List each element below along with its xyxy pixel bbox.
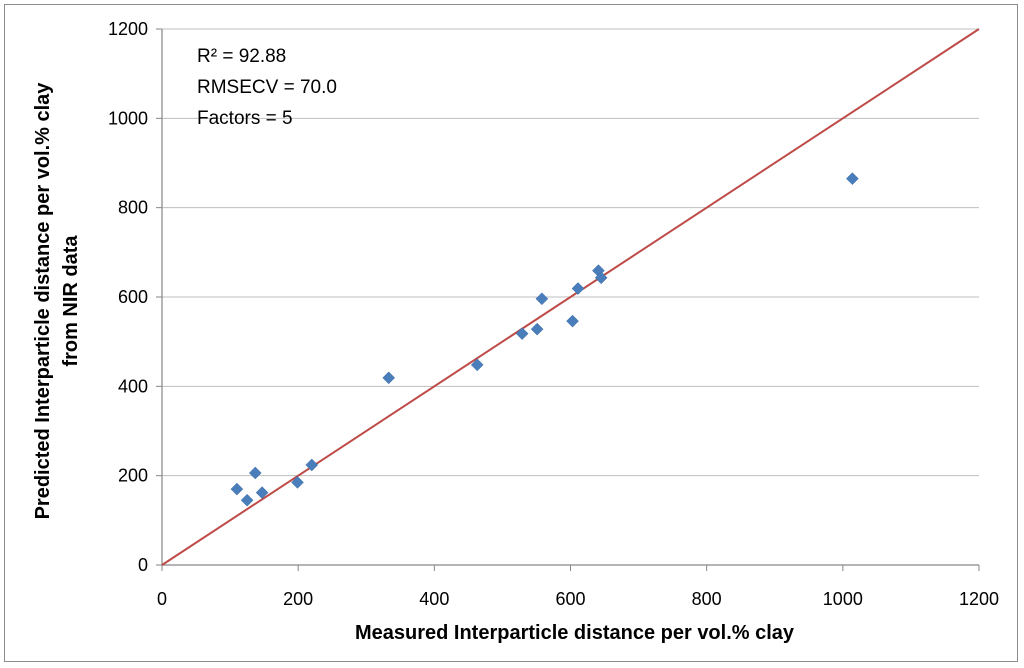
y-tick-label: 600 (118, 287, 148, 307)
data-point (515, 327, 529, 340)
y-tick-label: 200 (118, 466, 148, 486)
annotation-line: RMSECV = 70.0 (197, 77, 337, 98)
x-tick-labels: 0 200 400 600 800 1000 1200 (157, 589, 999, 609)
x-tick-label: 200 (283, 589, 313, 609)
data-point (535, 292, 549, 306)
data-points (230, 172, 859, 507)
axes (156, 28, 980, 571)
data-point (594, 271, 608, 285)
annotation-line: R² = 92.88 (197, 46, 286, 67)
y-tick-label: 400 (118, 376, 148, 396)
scatter-chart: 0 200 400 600 800 1000 1200 0 200 400 600 800 1000 1… (32, 19, 999, 644)
x-tick-label: 0 (157, 589, 167, 609)
reference-line-group (161, 28, 980, 566)
x-axis-label: Measured Interparticle distance per vol.… (355, 622, 795, 644)
data-point (566, 314, 579, 328)
data-point (248, 466, 262, 480)
y-tick-label: 0 (138, 555, 148, 575)
data-point (571, 282, 585, 295)
annotation-line: Factors = 5 (197, 108, 293, 129)
reference-line (161, 28, 980, 566)
chart-frame: 0 200 400 600 800 1000 1200 0 200 400 600 800 1000 1… (4, 4, 1018, 662)
data-point (846, 172, 859, 185)
x-tick-label: 400 (419, 589, 449, 609)
y-tick-label: 1000 (108, 108, 148, 128)
x-tick-label: 800 (692, 589, 722, 609)
y-tick-label: 1200 (108, 19, 148, 39)
data-point (470, 358, 484, 372)
y-axis-label-line-2: from NIR data (60, 235, 82, 367)
y-tick-labels: 0 200 400 600 800 1000 1200 (108, 19, 148, 575)
data-point (382, 371, 396, 385)
y-tick-label: 800 (118, 198, 148, 218)
data-point (255, 486, 269, 499)
data-point (240, 493, 254, 507)
x-tick-label: 1000 (823, 589, 863, 609)
data-point (230, 482, 244, 496)
x-tick-label: 600 (555, 589, 585, 609)
y-axis-label-line-1: Predicted Interparticle distance per vol… (32, 82, 54, 520)
stats-annotations: R² = 92.88 RMSECV = 70.0 Factors = 5 (197, 46, 337, 129)
x-tick-label: 1200 (959, 589, 999, 609)
data-point (291, 476, 304, 489)
data-point (530, 322, 544, 336)
data-point (305, 458, 319, 472)
